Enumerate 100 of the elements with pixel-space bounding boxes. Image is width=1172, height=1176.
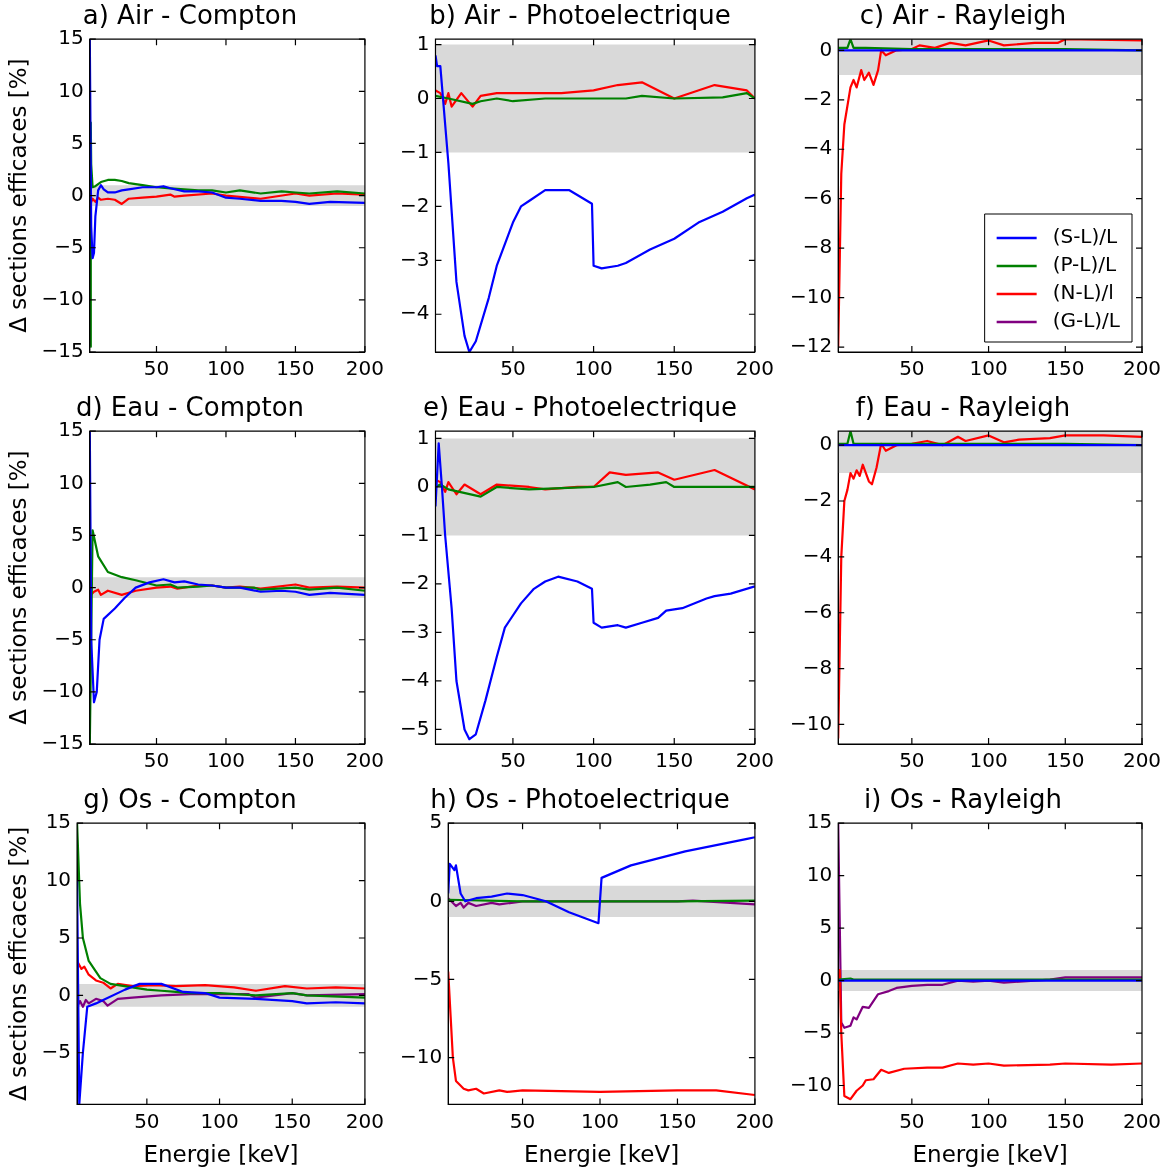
y-tick-label: 0 bbox=[819, 966, 833, 991]
y-axis-title: Δ sections efficaces [%] bbox=[4, 450, 31, 725]
y-tick-label: 10 bbox=[45, 866, 72, 891]
x-tick-label: 100 bbox=[574, 356, 613, 381]
y-tick-label: −10 bbox=[789, 283, 833, 308]
x-tick-label: 200 bbox=[1122, 1108, 1162, 1133]
x-tick-label: 100 bbox=[969, 356, 1008, 381]
y-tick-label: −10 bbox=[789, 710, 833, 735]
y-tick-label: −10 bbox=[41, 678, 84, 703]
x-tick-label: 200 bbox=[1122, 748, 1162, 773]
x-tick-label: 100 bbox=[574, 748, 613, 773]
x-tick-label: 200 bbox=[345, 1108, 385, 1133]
x-tick-label: 200 bbox=[345, 356, 385, 381]
x-tick-label: 100 bbox=[206, 356, 246, 381]
y-tick-label: −2 bbox=[400, 192, 430, 217]
x-tick-label: 200 bbox=[735, 356, 775, 381]
chart-title: f) Eau - Rayleigh bbox=[855, 392, 1071, 423]
y-tick-label: −4 bbox=[400, 667, 430, 692]
x-axis-title: Energie [keV] bbox=[912, 1141, 1068, 1168]
x-tick-label: 100 bbox=[206, 748, 246, 773]
y-tick-label: −1 bbox=[400, 138, 430, 163]
y-tick-label: 0 bbox=[429, 887, 443, 912]
y-tick-label: −2 bbox=[400, 570, 430, 595]
y-tick-label: −15 bbox=[41, 338, 84, 363]
y-tick-label: 1 bbox=[416, 30, 430, 55]
x-tick-label: 150 bbox=[276, 748, 315, 773]
y-tick-label: 10 bbox=[58, 469, 84, 494]
y-tick-label: −8 bbox=[802, 654, 833, 679]
y-axis-title: Δ sections efficaces [%] bbox=[4, 826, 31, 1101]
y-tick-label: 1 bbox=[416, 424, 430, 449]
x-tick-label: 100 bbox=[200, 1108, 239, 1133]
y-tick-label: −5 bbox=[400, 715, 430, 740]
y-tick-label: 10 bbox=[806, 861, 833, 886]
y-tick-label: 0 bbox=[819, 36, 833, 61]
y-tick-label: −4 bbox=[802, 135, 833, 160]
chart-title: i) Os - Rayleigh bbox=[864, 784, 1062, 815]
y-tick-label: −10 bbox=[41, 286, 84, 311]
x-axis-title: Energie [keV] bbox=[143, 1141, 299, 1168]
y-tick-label: −5 bbox=[412, 965, 443, 990]
y-tick-label: −5 bbox=[54, 233, 84, 258]
y-tick-label: −6 bbox=[802, 184, 833, 209]
chart-title: c) Air - Rayleigh bbox=[859, 0, 1067, 31]
y-tick-label: 15 bbox=[45, 809, 72, 834]
y-tick-label: 0 bbox=[71, 573, 84, 598]
x-axis-title: Energie [keV] bbox=[524, 1141, 680, 1168]
x-tick-label: 50 bbox=[899, 1108, 925, 1133]
x-tick-label: 50 bbox=[899, 356, 925, 381]
y-tick-label: 0 bbox=[71, 181, 84, 206]
x-tick-label: 100 bbox=[969, 748, 1008, 773]
y-tick-label: 0 bbox=[58, 981, 72, 1006]
y-tick-label: −4 bbox=[802, 543, 833, 568]
x-tick-label: 50 bbox=[500, 356, 526, 381]
x-tick-label: 100 bbox=[969, 1108, 1008, 1133]
chart-title: a) Air - Compton bbox=[82, 0, 298, 31]
x-tick-label: 100 bbox=[580, 1108, 620, 1133]
y-tick-label: 15 bbox=[806, 809, 833, 834]
y-tick-label: −5 bbox=[41, 1038, 72, 1063]
x-tick-label: 50 bbox=[143, 748, 170, 773]
y-tick-label: −6 bbox=[802, 598, 833, 623]
y-tick-label: 5 bbox=[71, 521, 84, 546]
x-tick-label: 150 bbox=[1046, 748, 1085, 773]
y-tick-label: −1 bbox=[400, 521, 430, 546]
x-tick-label: 150 bbox=[273, 1108, 312, 1133]
x-tick-label: 200 bbox=[345, 748, 385, 773]
x-tick-label: 50 bbox=[134, 1108, 160, 1133]
y-tick-label: −4 bbox=[400, 300, 430, 325]
y-tick-label: −3 bbox=[400, 618, 430, 643]
x-tick-label: 150 bbox=[276, 356, 315, 381]
x-tick-label: 50 bbox=[509, 1108, 536, 1133]
chart-title: g) Os - Compton bbox=[83, 784, 297, 815]
legend-label: (G-L)/L bbox=[1052, 308, 1121, 333]
y-tick-label: 0 bbox=[416, 84, 430, 109]
y-axis-title: Δ sections efficaces [%] bbox=[4, 58, 31, 333]
x-tick-label: 150 bbox=[655, 748, 694, 773]
y-tick-label: −5 bbox=[54, 625, 84, 650]
y-tick-label: −3 bbox=[400, 246, 430, 271]
y-tick-label: −10 bbox=[789, 1071, 833, 1096]
x-tick-label: 200 bbox=[1122, 356, 1162, 381]
y-tick-label: 5 bbox=[819, 914, 833, 939]
x-tick-label: 200 bbox=[735, 748, 775, 773]
x-tick-label: 50 bbox=[143, 356, 170, 381]
y-tick-label: −10 bbox=[399, 1043, 443, 1068]
y-tick-label: −15 bbox=[41, 730, 84, 755]
legend-label: (S-L)/L bbox=[1052, 224, 1119, 249]
y-tick-label: −8 bbox=[802, 234, 833, 259]
y-tick-label: 15 bbox=[58, 25, 84, 50]
y-tick-label: 5 bbox=[71, 129, 84, 154]
y-tick-label: −2 bbox=[802, 487, 833, 512]
chart-title: b) Air - Photoelectrique bbox=[429, 0, 731, 31]
x-tick-label: 50 bbox=[500, 748, 526, 773]
y-tick-label: 10 bbox=[58, 77, 84, 102]
x-tick-label: 150 bbox=[658, 1108, 697, 1133]
y-tick-label: 0 bbox=[819, 431, 833, 456]
legend-label: (P-L)/L bbox=[1052, 252, 1117, 277]
y-tick-label: −12 bbox=[789, 333, 833, 358]
y-tick-label: 0 bbox=[416, 473, 430, 498]
chart-title: e) Eau - Photoelectrique bbox=[423, 392, 737, 423]
y-tick-label: −2 bbox=[802, 85, 833, 110]
x-tick-label: 50 bbox=[899, 748, 925, 773]
x-tick-label: 200 bbox=[735, 1108, 775, 1133]
